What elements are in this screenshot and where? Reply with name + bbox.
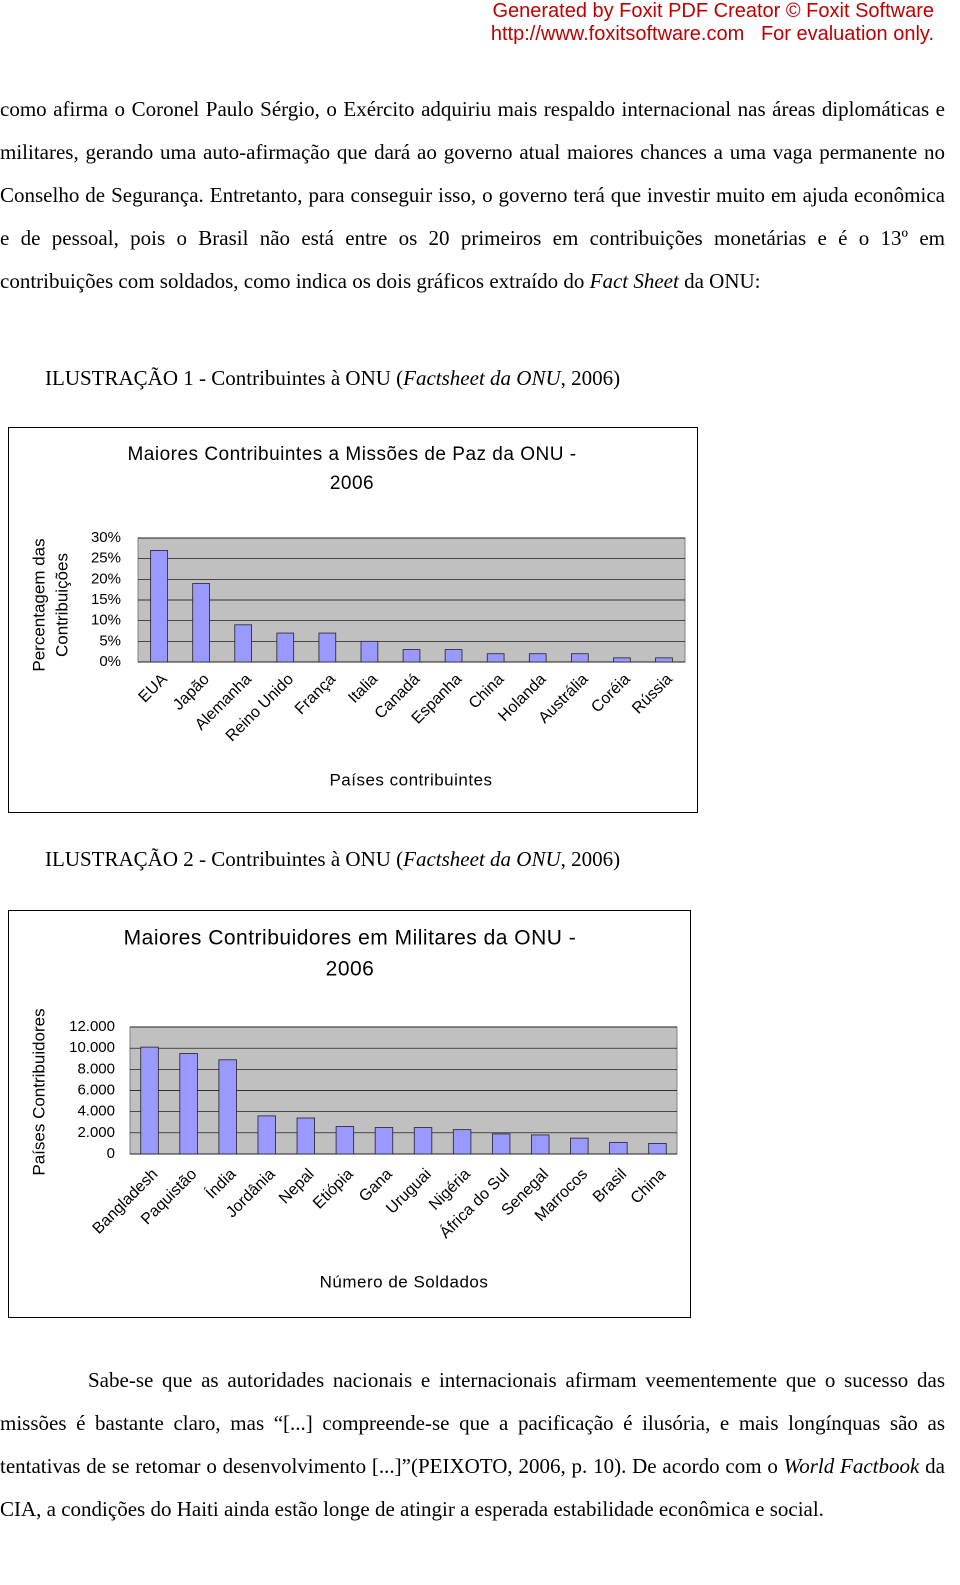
bar <box>491 1133 511 1155</box>
text-run: , 2006) <box>560 847 621 871</box>
bar <box>444 649 463 663</box>
bar <box>609 1141 628 1155</box>
y-tick-label: 4.000 <box>77 1103 115 1120</box>
bar <box>486 653 505 663</box>
caption: ILUSTRAÇÃO 1 - Contribuintes à ONU (Fact… <box>45 366 620 391</box>
bar <box>218 1059 237 1155</box>
y-tick-label: 0% <box>99 653 121 670</box>
y-tick-label: 6.000 <box>77 1081 115 1098</box>
y-tick-label: 10% <box>91 612 121 629</box>
bar <box>613 657 631 663</box>
y-axis-title: Países Contribuidores <box>29 1008 48 1175</box>
bar <box>179 1053 198 1155</box>
text-run: World Factbook <box>783 1454 920 1478</box>
text-run: ILUSTRAÇÃO 2 - Contribuintes à ONU ( <box>45 847 404 871</box>
chart-title: 2006 <box>326 958 375 981</box>
text-run: como afirma o Coronel Paulo Sérgio, o Ex… <box>0 97 945 293</box>
bar <box>192 583 210 663</box>
bar <box>570 1137 589 1155</box>
chart: Maiores Contribuintes a Missões de Paz d… <box>8 427 698 813</box>
text-run: Factsheet da ONU <box>403 847 561 871</box>
caption: ILUSTRAÇÃO 2 - Contribuintes à ONU (Fact… <box>45 847 620 872</box>
bar <box>140 1046 159 1155</box>
bar <box>335 1126 355 1155</box>
bar <box>234 624 253 663</box>
bar <box>257 1115 276 1155</box>
chart-title: Maiores Contribuidores em Militares da O… <box>124 927 577 950</box>
text-run: Sabe-se que as autoridades nacionais e i… <box>0 1368 945 1478</box>
bar <box>528 653 547 663</box>
bar <box>648 1143 667 1155</box>
text-run: , 2006) <box>560 366 621 390</box>
text-run: Factsheet da ONU <box>403 366 561 390</box>
bar <box>360 640 379 663</box>
y-tick-label: 12.000 <box>69 1018 115 1035</box>
text-run: ILUSTRAÇÃO 1 - Contribuintes à ONU ( <box>45 366 404 390</box>
bar <box>296 1117 316 1155</box>
text-run: da ONU: <box>678 269 761 293</box>
paragraph: Sabe-se que as autoridades nacionais e i… <box>0 1359 945 1531</box>
bar <box>655 657 673 663</box>
bar <box>150 550 168 663</box>
text-run: da CIA, a condições do Haiti ainda estão… <box>0 1454 945 1521</box>
bar <box>531 1134 550 1155</box>
x-axis-title: Países contribuintes <box>329 770 492 789</box>
y-tick-label: 2.000 <box>77 1124 115 1141</box>
y-axis-title: Percentagem das <box>29 538 48 671</box>
y-tick-label: 25% <box>91 550 121 567</box>
watermark-note: For evaluation only. <box>760 23 934 45</box>
bar <box>452 1129 472 1155</box>
bar <box>276 632 295 663</box>
y-tick-label: 30% <box>91 529 121 546</box>
watermark: Generated by Foxit PDF Creator © Foxit S… <box>491 0 934 46</box>
watermark-title: Generated by Foxit PDF Creator © Foxit S… <box>492 0 934 22</box>
y-tick-label: 8.000 <box>77 1060 115 1077</box>
chart-title: Maiores Contribuintes a Missões de Paz d… <box>127 444 576 465</box>
x-axis-title: Número de Soldados <box>320 1272 489 1291</box>
y-tick-label: 5% <box>99 632 121 649</box>
bar <box>413 1127 433 1155</box>
y-tick-label: 0 <box>107 1145 115 1162</box>
y-tick-label: 20% <box>91 570 121 587</box>
chart: Maiores Contribuidores em Militares da O… <box>8 910 691 1318</box>
y-tick-label: 10.000 <box>69 1039 115 1056</box>
chart-title: 2006 <box>330 473 374 494</box>
y-tick-label: 15% <box>91 591 121 608</box>
watermark-url: http://www.foxitsoftware.com <box>490 23 745 45</box>
text-run: Fact Sheet <box>589 269 679 293</box>
bar <box>318 632 337 663</box>
watermark-line: http://www.foxitsoftware.com For evaluat… <box>491 23 934 46</box>
bar <box>374 1127 394 1155</box>
paragraph: como afirma o Coronel Paulo Sérgio, o Ex… <box>0 88 945 303</box>
bar <box>402 649 421 663</box>
y-axis-title: Contribuições <box>52 553 71 657</box>
bar <box>570 653 589 663</box>
